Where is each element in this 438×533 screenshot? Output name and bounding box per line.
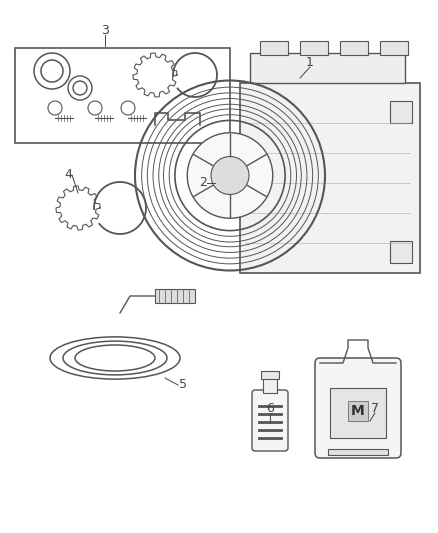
Text: 4: 4	[64, 168, 72, 182]
Text: 1: 1	[306, 56, 314, 69]
Text: 7: 7	[371, 401, 379, 415]
Bar	[380, 41, 408, 55]
Bar	[390, 241, 412, 263]
FancyBboxPatch shape	[252, 390, 288, 451]
Circle shape	[211, 157, 249, 195]
Bar	[263, 378, 277, 393]
Bar	[250, 53, 405, 83]
Bar	[261, 371, 279, 379]
FancyBboxPatch shape	[315, 358, 401, 458]
Bar	[328, 449, 388, 455]
Bar	[300, 41, 328, 55]
Text: 2: 2	[199, 176, 207, 190]
Text: M: M	[351, 404, 365, 418]
Text: 5: 5	[179, 378, 187, 392]
Bar	[340, 41, 368, 55]
Bar	[390, 101, 412, 123]
Circle shape	[187, 133, 273, 218]
Bar	[260, 41, 288, 55]
Bar	[240, 83, 420, 273]
Text: 3: 3	[101, 23, 109, 36]
Text: 6: 6	[266, 401, 274, 415]
Bar	[330, 388, 386, 438]
Bar	[15, 48, 230, 143]
Bar	[155, 289, 195, 303]
